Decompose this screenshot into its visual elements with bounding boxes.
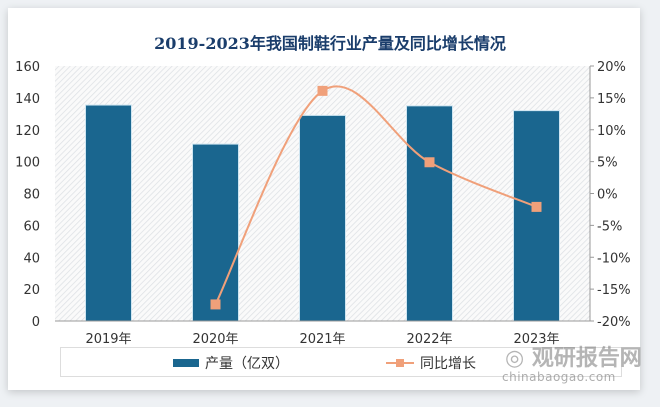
bar bbox=[513, 110, 560, 322]
watermark-url: chinabaogao.com bbox=[502, 370, 616, 384]
y-left-tick: 40 bbox=[23, 251, 40, 266]
y-left-tick: 0 bbox=[32, 315, 40, 330]
bar bbox=[85, 104, 132, 322]
x-tick: 2022年 bbox=[406, 332, 452, 347]
x-tick: 2020年 bbox=[192, 332, 238, 347]
y-right-tick: 0% bbox=[597, 188, 618, 203]
legend-label: 同比增长 bbox=[420, 356, 476, 372]
y-left-tick: 160 bbox=[15, 60, 40, 75]
legend-line-swatch bbox=[386, 359, 414, 367]
y-right-tick: 10% bbox=[597, 124, 626, 139]
chart-title: 2019-2023年我国制鞋行业产量及同比增长情况 bbox=[154, 34, 506, 53]
y-right-tick: -20% bbox=[597, 315, 631, 330]
y-right-tick: -15% bbox=[597, 283, 631, 298]
y-right-tick: 20% bbox=[597, 60, 626, 75]
legend-item-output[interactable]: 产量（亿双） bbox=[173, 353, 289, 373]
y-left-tick: 140 bbox=[15, 92, 40, 107]
growth-point bbox=[531, 201, 542, 212]
growth-line bbox=[214, 85, 537, 305]
y-right-tick: -10% bbox=[597, 251, 631, 266]
x-tick: 2021年 bbox=[299, 332, 345, 347]
x-tick: 2023年 bbox=[513, 332, 559, 347]
bar bbox=[192, 143, 239, 322]
bar bbox=[406, 105, 453, 322]
x-tick: 2019年 bbox=[85, 332, 131, 347]
growth-point bbox=[424, 157, 435, 168]
y-right-tick: -5% bbox=[597, 219, 622, 234]
growth-point bbox=[317, 85, 328, 96]
y-left-tick: 20 bbox=[23, 283, 40, 298]
y-left-tick: 100 bbox=[15, 156, 40, 171]
y-left-tick: 80 bbox=[23, 188, 40, 203]
y-left-tick: 120 bbox=[15, 124, 40, 139]
y-left-tick: 60 bbox=[23, 219, 40, 234]
bar bbox=[299, 114, 346, 322]
legend-item-growth[interactable]: 同比增长 bbox=[386, 353, 476, 373]
growth-point bbox=[210, 299, 221, 310]
legend-bar-swatch bbox=[173, 359, 199, 367]
legend-label: 产量（亿双） bbox=[205, 356, 289, 372]
legend: 产量（亿双） 同比增长 bbox=[60, 347, 622, 377]
watermark-logo: ◎ 观研报告网 bbox=[505, 346, 642, 371]
y-right-tick: 15% bbox=[597, 92, 626, 107]
y-right-tick: 5% bbox=[597, 156, 618, 171]
